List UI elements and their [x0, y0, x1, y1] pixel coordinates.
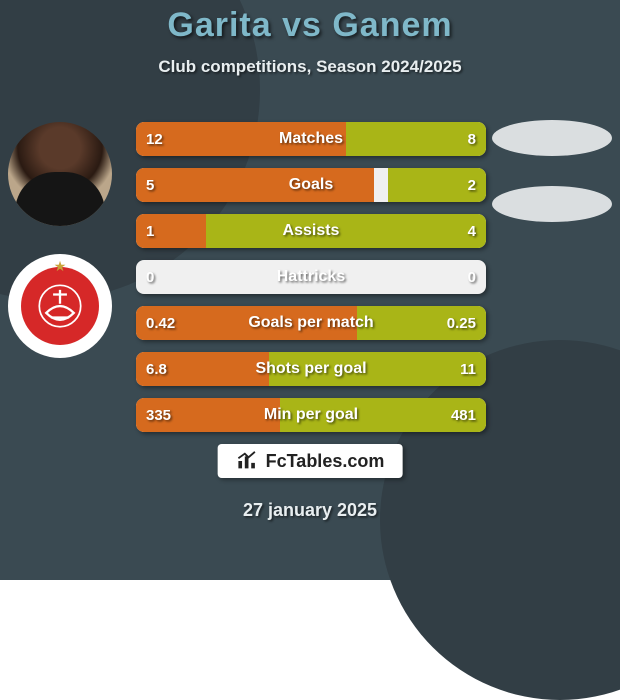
stat-row: 1Assists4: [136, 214, 486, 248]
stat-value-right: 481: [426, 407, 486, 424]
player2-avatar-placeholder: [492, 120, 612, 156]
stat-value-right: 11: [426, 361, 486, 378]
stat-row: 0.42Goals per match0.25: [136, 306, 486, 340]
left-avatars: ★: [8, 122, 112, 358]
stat-row: 0Hattricks0: [136, 260, 486, 294]
star-icon: ★: [54, 258, 67, 275]
player1-avatar: [8, 122, 112, 226]
stat-row: 6.8Shots per goal11: [136, 352, 486, 386]
stat-value-right: 0: [426, 269, 486, 286]
right-avatars: [492, 120, 612, 222]
stat-row: 5Goals2: [136, 168, 486, 202]
comparison-rows: 12Matches8 5Goals2 1Assists4 0Hattricks0 0.4…: [136, 122, 486, 432]
club-emblem-icon: [37, 283, 83, 329]
subtitle: Club competitions, Season 2024/2025: [0, 57, 620, 77]
brand-label: FcTables.com: [266, 451, 385, 472]
player1-club-logo: ★: [8, 254, 112, 358]
stat-value-right: 8: [426, 131, 486, 148]
stat-row: 12Matches8: [136, 122, 486, 156]
stat-value-right: 0.25: [426, 315, 486, 332]
brand-badge: FcTables.com: [218, 444, 403, 478]
page-title: Garita vs Ganem: [0, 0, 620, 45]
stat-value-right: 2: [426, 177, 486, 194]
brand-chart-icon: [236, 450, 258, 472]
date-label: 27 january 2025: [0, 500, 620, 521]
stat-value-right: 4: [426, 223, 486, 240]
stat-row: 335Min per goal481: [136, 398, 486, 432]
player2-club-placeholder: [492, 186, 612, 222]
